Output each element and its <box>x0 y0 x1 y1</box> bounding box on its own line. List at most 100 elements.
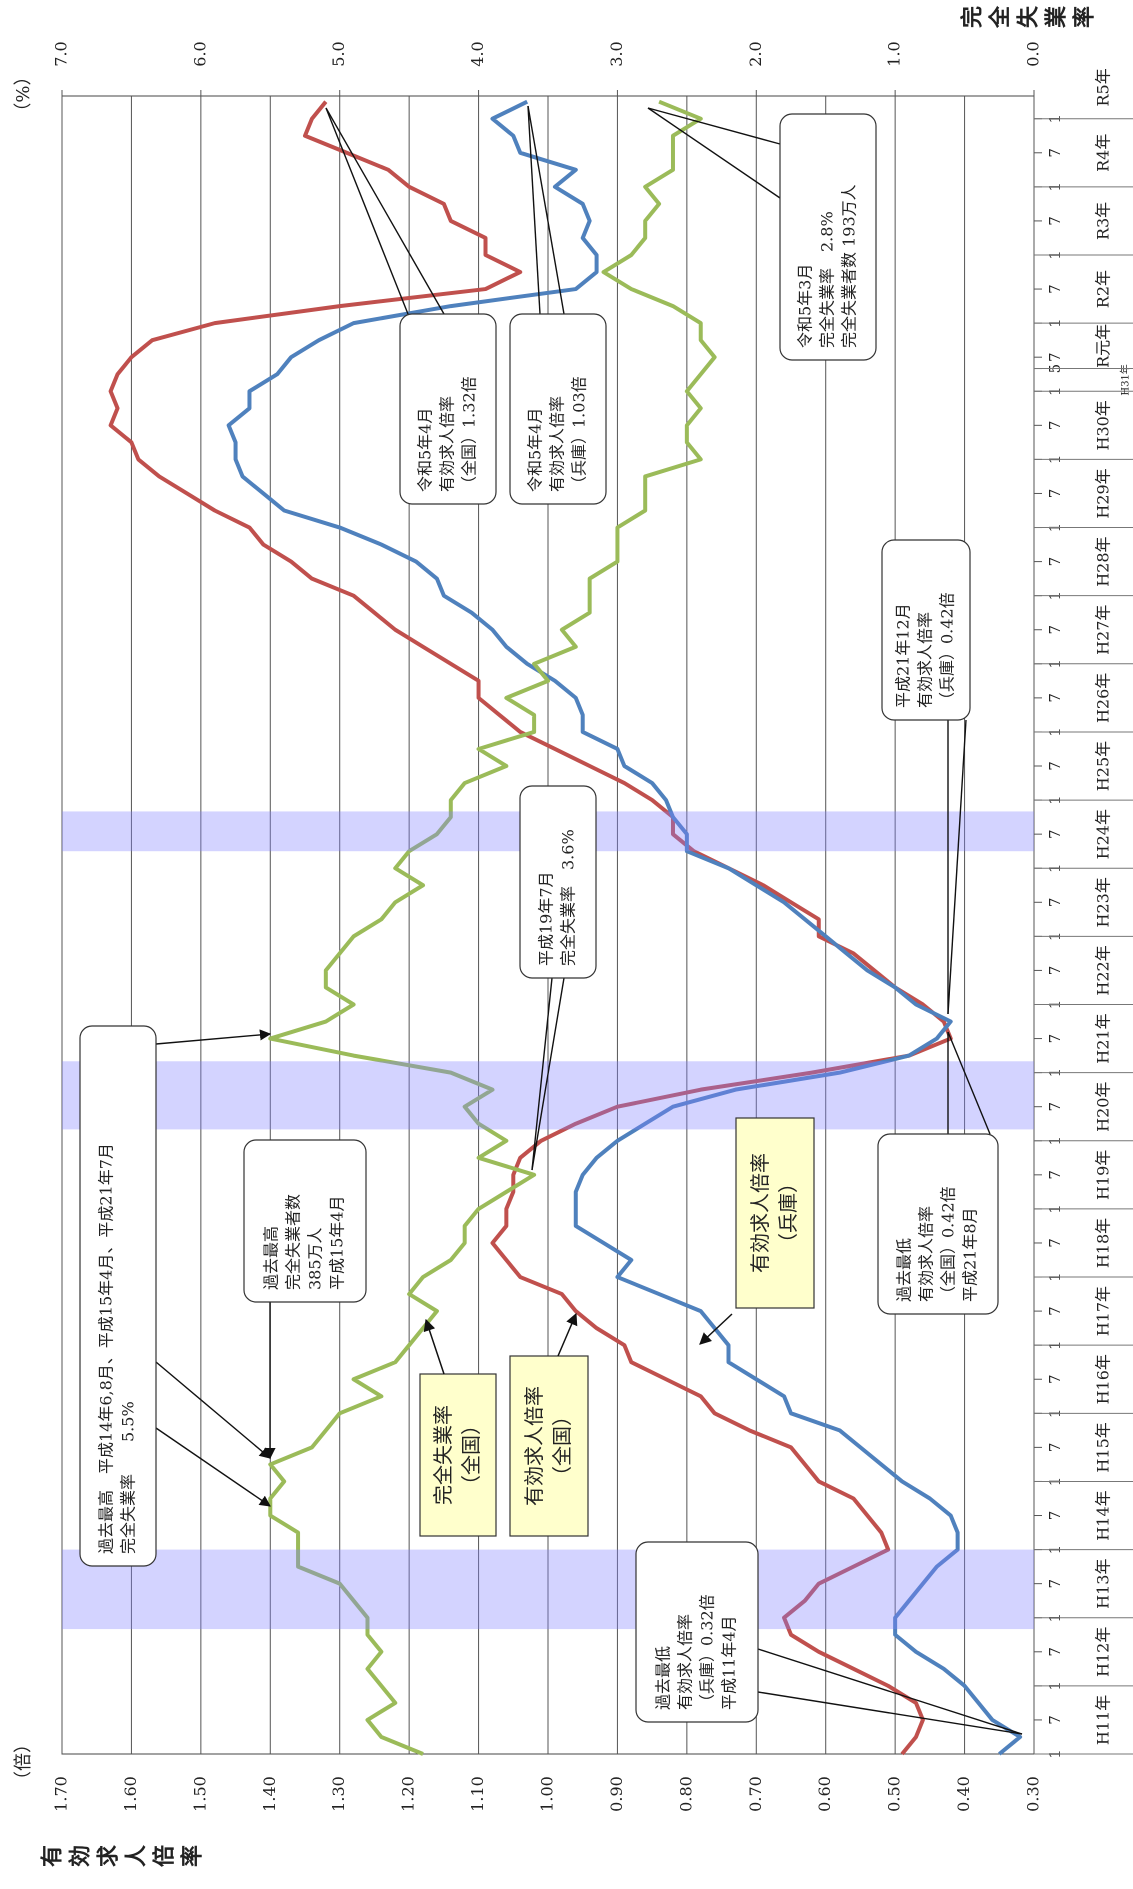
y-tick-label: 1.70 <box>52 1776 71 1812</box>
y-tick-label: 0.90 <box>607 1776 626 1812</box>
callout-text: （兵庫）1.03倍 <box>570 376 589 492</box>
x-tick-label: 7 <box>1046 1715 1064 1725</box>
x-tick-label: 7 <box>1046 1579 1064 1589</box>
callout-text: 平成21年12月 <box>894 603 913 708</box>
year-label: H14年 <box>1094 1490 1113 1540</box>
x-tick-label: 7 <box>1046 625 1064 635</box>
legend-box <box>509 1355 589 1537</box>
callout-text: 令和5年4月 <box>416 408 435 492</box>
legend-label-line: （全国） <box>459 1415 483 1495</box>
year-label: H24年 <box>1094 809 1113 859</box>
x-tick-label: 7 <box>1046 693 1064 703</box>
y2-tick-label: 0.0 <box>1024 41 1043 66</box>
callout-text: 平成11年4月 <box>720 1615 739 1710</box>
callout-text: 完全失業者数 193万人 <box>840 184 859 348</box>
year-label: H28年 <box>1094 536 1113 586</box>
callout-pointer <box>531 977 565 1171</box>
callout-box <box>877 1133 999 1315</box>
legend-box <box>419 1373 497 1537</box>
y-tick-label: 0.60 <box>815 1776 834 1812</box>
year-label: R3年 <box>1094 202 1113 240</box>
callout-pointer <box>757 1691 1023 1735</box>
callout-text: 完全失業率 2.8% <box>818 211 837 348</box>
x-tick-label: 7 <box>1046 966 1064 976</box>
y2-axis-title: 完全失業率 <box>959 5 1100 32</box>
callout-text: 平成19年7月 <box>537 871 556 966</box>
y2-tick-label: 3.0 <box>607 41 626 66</box>
callout-box <box>779 113 877 361</box>
callout-text: 令和5年3月 <box>796 264 815 348</box>
y-tick-label: 1.10 <box>468 1776 487 1812</box>
callout-text: 有効求人倍率 <box>676 1614 695 1710</box>
callout-box <box>881 539 971 721</box>
callout-pointer <box>325 107 445 315</box>
callout-text: 有効求人倍率 <box>548 396 567 492</box>
callout-pointer <box>325 107 409 315</box>
rotated-chart: 有効求人倍率 （倍） 完全失業率 （%） 0.30 0.40 0.50 0.60 0.7… <box>13 5 1133 1871</box>
callout-pointer <box>757 1648 1023 1735</box>
y2-tick-label: 7.0 <box>52 41 71 66</box>
callout-pointer <box>647 107 781 199</box>
legend-arrow <box>423 1318 445 1375</box>
callout-text: （兵庫）0.42倍 <box>938 592 957 708</box>
legend-label-line: （兵庫） <box>776 1173 800 1253</box>
y-axis-unit: （倍） <box>13 1735 34 1789</box>
callout-box <box>243 1139 367 1303</box>
y-tick-label: 1.00 <box>538 1776 557 1812</box>
callout-pointer <box>947 1031 991 1135</box>
year-label: H20年 <box>1094 1082 1113 1132</box>
legend-arrow <box>699 1313 733 1345</box>
callout-text: 平成15年4月 <box>328 1195 347 1290</box>
y-tick-label: 1.40 <box>260 1776 279 1812</box>
year-label: H26年 <box>1094 673 1113 723</box>
x-tick-label: 7 <box>1046 421 1064 431</box>
x-tick-label: 7 <box>1046 284 1064 294</box>
callout-text: （兵庫）0.32倍 <box>698 1594 717 1710</box>
x-tick-label: 7 <box>1046 1170 1064 1180</box>
year-label: H16年 <box>1094 1354 1113 1404</box>
callout-text: 過去最低 <box>895 1238 914 1302</box>
callout-pointer <box>531 977 553 1171</box>
year-label: H22年 <box>1094 945 1113 995</box>
callout-pointer <box>527 105 541 315</box>
series-line <box>108 100 953 1756</box>
legend-box <box>735 1117 815 1309</box>
legend-label: 完全失業率 （全国） <box>431 1405 483 1505</box>
year-label: H27年 <box>1094 605 1113 655</box>
year-label: R5年 <box>1094 68 1113 106</box>
callout-text: 完全失業者数 <box>284 1194 303 1290</box>
year-label: H31年 <box>1119 364 1132 395</box>
legend-label-line: 有効求人倍率 <box>522 1386 546 1506</box>
legend-label-line: 完全失業率 <box>431 1405 455 1505</box>
year-label: R2年 <box>1094 270 1113 308</box>
callout-text: 完全失業率 3.6% <box>559 829 578 966</box>
y-axis-title: 有効求人倍率 <box>39 1845 208 1871</box>
year-label: H30年 <box>1094 400 1113 450</box>
year-label: R元年 <box>1094 324 1113 368</box>
callout-pointer <box>155 1427 271 1507</box>
x-tick-label: 7 <box>1046 557 1064 567</box>
legend-label: 有効求人倍率 （兵庫） <box>748 1153 800 1273</box>
shaded-period <box>62 1061 1034 1130</box>
x-tick-label: 7 <box>1046 216 1064 226</box>
x-tick-label: 7 <box>1046 352 1064 362</box>
shaded-period <box>62 1549 1034 1630</box>
x-tick-label: 7 <box>1046 1511 1064 1521</box>
year-label: H12年 <box>1094 1627 1113 1677</box>
year-label: H29年 <box>1094 468 1113 518</box>
legend-arrow <box>557 1312 578 1357</box>
callout-text: 過去最高 平成14年6,8月、平成15年4月、平成21年7月 <box>97 1143 116 1554</box>
year-label: H17年 <box>1094 1286 1113 1336</box>
y2-tick-label: 5.0 <box>329 41 348 66</box>
callout-text: 有効求人倍率 <box>916 612 935 708</box>
year-label: H25年 <box>1094 741 1113 791</box>
y-tick-label: 0.30 <box>1024 1776 1043 1812</box>
y-tick-label: 0.80 <box>676 1776 695 1812</box>
year-label: H21年 <box>1094 1013 1113 1063</box>
callout-box <box>519 785 597 979</box>
series-line <box>226 99 1023 1756</box>
series-line <box>268 99 717 1756</box>
legend-label-line: （全国） <box>550 1406 574 1486</box>
